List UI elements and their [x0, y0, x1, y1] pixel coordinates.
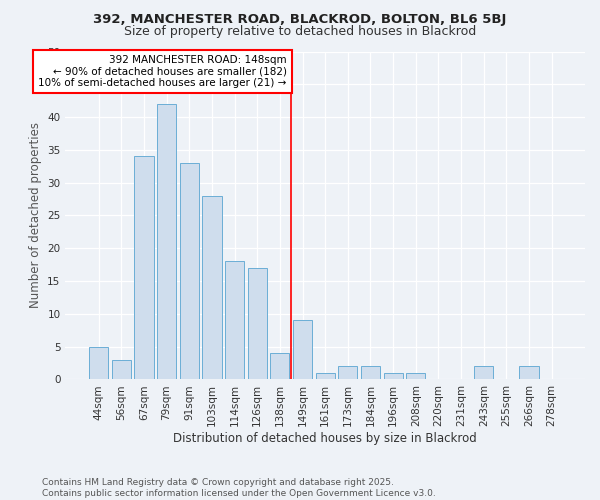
- Bar: [134, 156, 154, 380]
- Bar: [270, 353, 289, 380]
- Text: Size of property relative to detached houses in Blackrod: Size of property relative to detached ho…: [124, 25, 476, 38]
- Bar: [316, 373, 335, 380]
- Bar: [202, 196, 221, 380]
- Bar: [361, 366, 380, 380]
- Bar: [338, 366, 358, 380]
- Bar: [520, 366, 539, 380]
- Bar: [474, 366, 493, 380]
- Text: 392, MANCHESTER ROAD, BLACKROD, BOLTON, BL6 5BJ: 392, MANCHESTER ROAD, BLACKROD, BOLTON, …: [94, 12, 506, 26]
- Bar: [157, 104, 176, 380]
- Bar: [293, 320, 312, 380]
- Y-axis label: Number of detached properties: Number of detached properties: [29, 122, 41, 308]
- Bar: [383, 373, 403, 380]
- Bar: [225, 262, 244, 380]
- Bar: [112, 360, 131, 380]
- Bar: [406, 373, 425, 380]
- Text: 392 MANCHESTER ROAD: 148sqm
← 90% of detached houses are smaller (182)
10% of se: 392 MANCHESTER ROAD: 148sqm ← 90% of det…: [38, 55, 287, 88]
- X-axis label: Distribution of detached houses by size in Blackrod: Distribution of detached houses by size …: [173, 432, 477, 445]
- Bar: [89, 346, 108, 380]
- Text: Contains HM Land Registry data © Crown copyright and database right 2025.
Contai: Contains HM Land Registry data © Crown c…: [42, 478, 436, 498]
- Bar: [248, 268, 267, 380]
- Bar: [179, 163, 199, 380]
